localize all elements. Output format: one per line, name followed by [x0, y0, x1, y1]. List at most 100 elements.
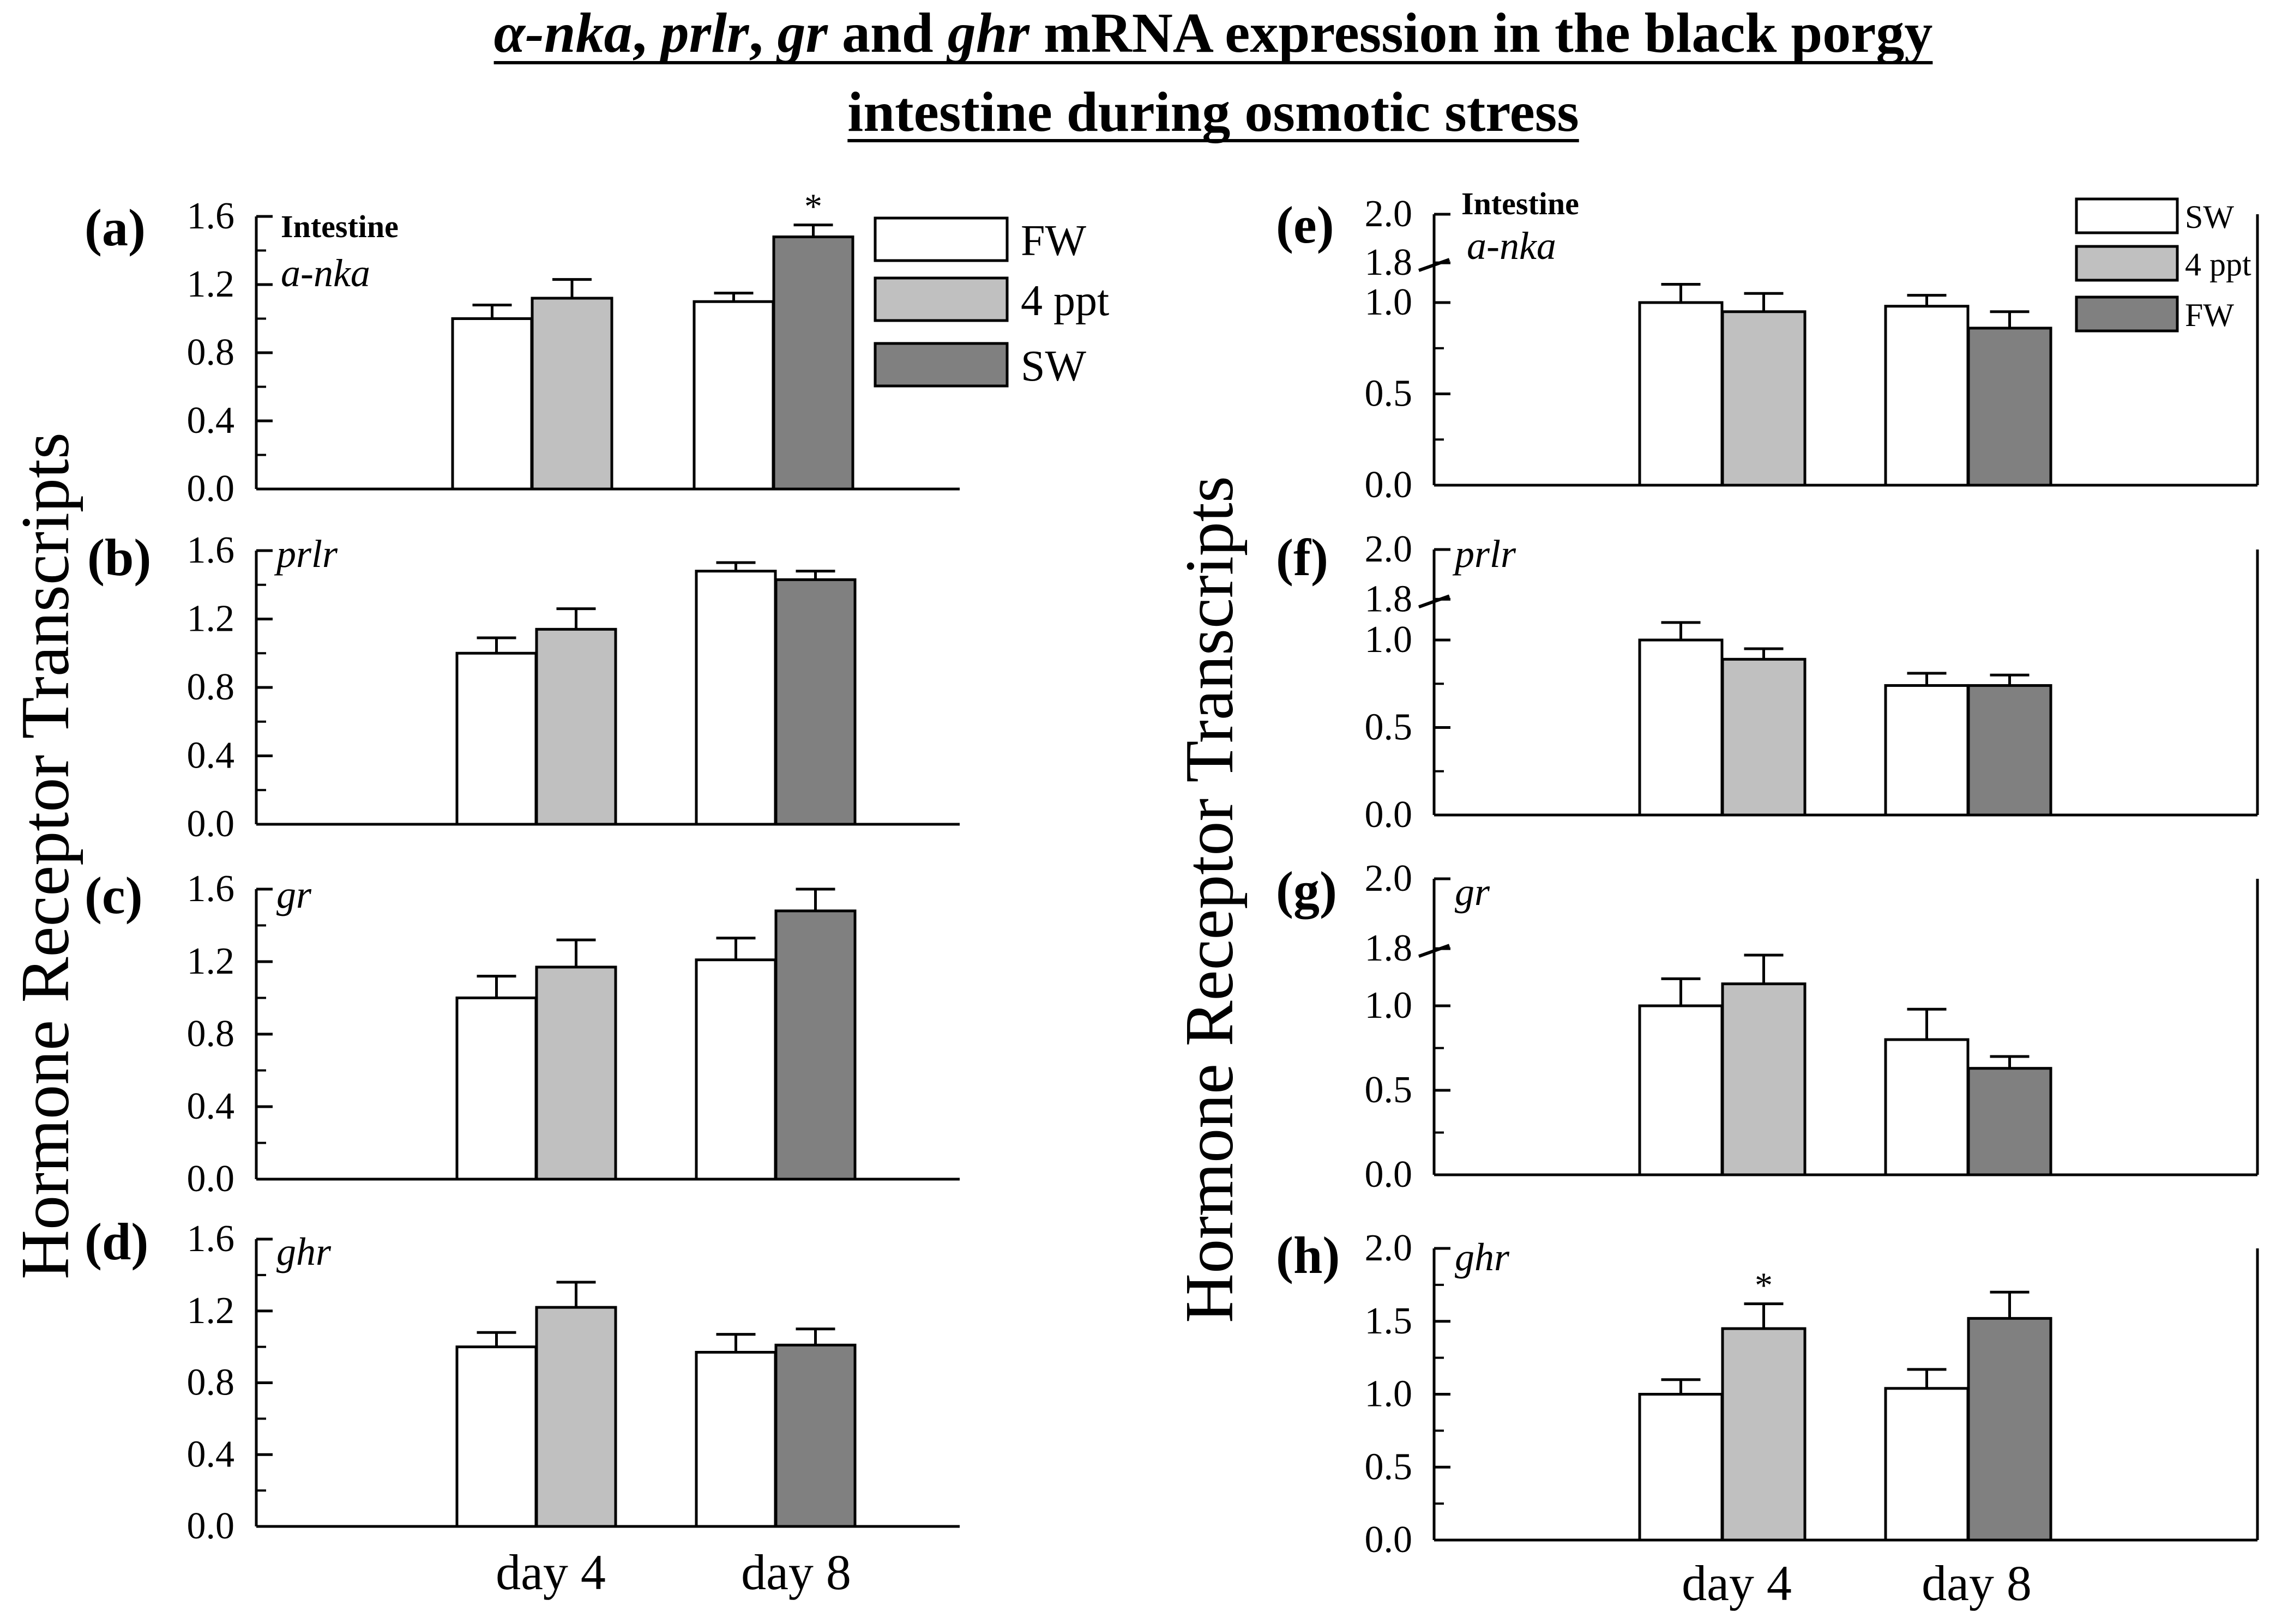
left-x-category-day4: day 4	[496, 1544, 606, 1600]
bar-sw-day-8	[1884, 1387, 1970, 1542]
panel-letter: (d)	[85, 1212, 148, 1271]
bar-sw-day-4	[1638, 1004, 1724, 1176]
legend-right-label-2: 4 ppt	[2185, 246, 2251, 282]
bar-sw-day-8	[1884, 684, 1970, 817]
bar-fw-day-8	[695, 1351, 777, 1528]
bar-fw-day-8	[1967, 1317, 2052, 1542]
y-tick-label: 1.6	[187, 529, 235, 571]
y-tick-label: 1.6	[187, 195, 235, 237]
left-x-category-day8: day 8	[741, 1544, 851, 1600]
gene-label: a-nka	[1467, 224, 1556, 268]
legend-right: SW 4 ppt FW	[2075, 197, 2251, 333]
title-part-6: ghr	[947, 2, 1031, 64]
y-tick-label: 1.0	[1365, 281, 1413, 323]
panel-letter: (b)	[87, 528, 151, 587]
panel-b: 0.0 0.4 0.8 1.2 1.6 (b) prlr	[87, 528, 960, 845]
bar-fw-day-8	[695, 958, 777, 1181]
panel-f: 0.0 0.5 1.01.8 2.0 (f) prlr	[1276, 528, 2259, 836]
y-tick-label: 0.8	[187, 1013, 235, 1055]
gene-label: prlr	[1452, 532, 1516, 576]
panel-letter: (e)	[1276, 196, 1334, 254]
bar-fw-day-4	[455, 1345, 538, 1528]
figure-title-line2: intestine during osmotic stress	[847, 81, 1579, 143]
panel-letter: (h)	[1276, 1226, 1340, 1284]
y-tick-label: 2.0	[1365, 528, 1413, 570]
bar-4-ppt-day-4	[531, 297, 613, 491]
y-tick-label: 1.0	[1365, 1373, 1413, 1415]
bar-sw-day-8	[1884, 305, 1970, 487]
bar-fw-day-8	[693, 300, 775, 491]
y-tick-label: 2.0	[1365, 1227, 1413, 1269]
y-tick-label: 0.0	[1365, 1519, 1413, 1561]
y-tick-label: 0.0	[1365, 794, 1413, 836]
y-tick-label: 0.0	[187, 1158, 235, 1200]
y-tick-label: 1.6	[187, 1218, 235, 1260]
bar-sw-day-8	[774, 909, 857, 1181]
axis-break-mark	[1418, 594, 1450, 609]
right-x-category-day4: day 4	[1682, 1555, 1792, 1611]
title-part-5: and	[828, 2, 948, 64]
title-part-0: α-nka	[494, 2, 633, 64]
panel-g: 0.0 0.5 1.0 1.8 2.0 (g) gr	[1276, 858, 2259, 1196]
axis-break-mark	[1418, 944, 1450, 958]
bar-4-ppt-day-4	[535, 627, 617, 826]
bar-4-ppt-day-4	[1721, 657, 1807, 817]
gene-label: ghr	[1455, 1235, 1510, 1279]
tissue-label: Intestine	[1461, 186, 1579, 221]
bar-fw-day-4	[455, 651, 538, 826]
y-tick-label: 0.8	[187, 331, 235, 373]
y-tick-label: 1.2	[187, 598, 235, 640]
tissue-label: Intestine	[281, 209, 399, 244]
y-tick-label: 1.8	[1365, 242, 1413, 283]
y-tick-label: 1.0	[1365, 985, 1413, 1027]
y-tick-label: 0.4	[187, 1085, 235, 1127]
y-tick-label: 0.8	[187, 666, 235, 708]
bar-fw-day-8	[1967, 1067, 2052, 1176]
y-tick-label: 0.5	[1365, 707, 1413, 748]
y-tick-label: 1.5	[1365, 1300, 1413, 1342]
panel-d: 0.0 0.4 0.8 1.2 1.6 (d) ghr	[85, 1212, 960, 1547]
gene-label: a-nka	[281, 251, 370, 295]
y-tick-label: 0.4	[187, 400, 235, 442]
bar-4-ppt-day-4	[1721, 310, 1807, 487]
axis-break-mark	[1418, 258, 1450, 272]
title-part-7: mRNA expression in the black porgy	[1029, 2, 1932, 64]
legend-left-label-2: 4 ppt	[1021, 277, 1109, 325]
right-y-axis-label: Hormone Receptor Transcripts	[1172, 476, 1248, 1323]
bar-fw-day-4	[451, 317, 533, 491]
y-tick-label: 0.5	[1365, 1446, 1413, 1488]
panel-letter: (c)	[85, 866, 143, 925]
figure-title-line1: α-nka, prlr, gr and ghr mRNA expression …	[494, 2, 1933, 64]
y-tick-label: 2.0	[1365, 858, 1413, 899]
y-tick-label: 1.8	[1365, 578, 1413, 620]
legend-right-swatch-3	[2075, 295, 2179, 333]
bar-sw-day-8	[772, 236, 854, 491]
bar-4-ppt-day-4	[1721, 1327, 1807, 1542]
gene-label: ghr	[276, 1230, 332, 1273]
y-tick-label: 0.0	[187, 803, 235, 845]
legend-right-swatch-1	[2075, 197, 2179, 234]
y-tick-label: 1.2	[187, 940, 235, 982]
y-tick-label: 0.0	[1365, 1154, 1413, 1196]
bar-fw-day-8	[695, 570, 777, 826]
legend-left-swatch-3	[874, 342, 1009, 388]
bar-sw-day-8	[774, 578, 857, 826]
title-part-2: prlr	[657, 2, 750, 64]
bar-4-ppt-day-4	[535, 965, 617, 1181]
bar-4-ppt-day-4	[1721, 982, 1807, 1176]
y-tick-label: 2.0	[1365, 193, 1413, 235]
legend-left-label-3: SW	[1021, 342, 1086, 390]
title-part-3: ,	[749, 2, 777, 64]
legend-left-swatch-1	[874, 216, 1009, 262]
panel-a: 0.0 0.4 0.8 1.2 1.6 * (a) Intestine a-nka	[85, 187, 960, 510]
y-tick-label: 0.0	[187, 1505, 235, 1547]
right-x-category-day8: day 8	[1922, 1555, 2032, 1611]
left-y-axis-label: Hormone Receptor Transcripts	[8, 432, 83, 1279]
legend-right-label-3: FW	[2185, 297, 2234, 333]
panel-letter: (g)	[1276, 861, 1337, 919]
legend-left-label-1: FW	[1021, 217, 1086, 265]
legend-left: FW 4 ppt SW	[874, 216, 1109, 390]
panel-letter: (f)	[1276, 528, 1328, 587]
